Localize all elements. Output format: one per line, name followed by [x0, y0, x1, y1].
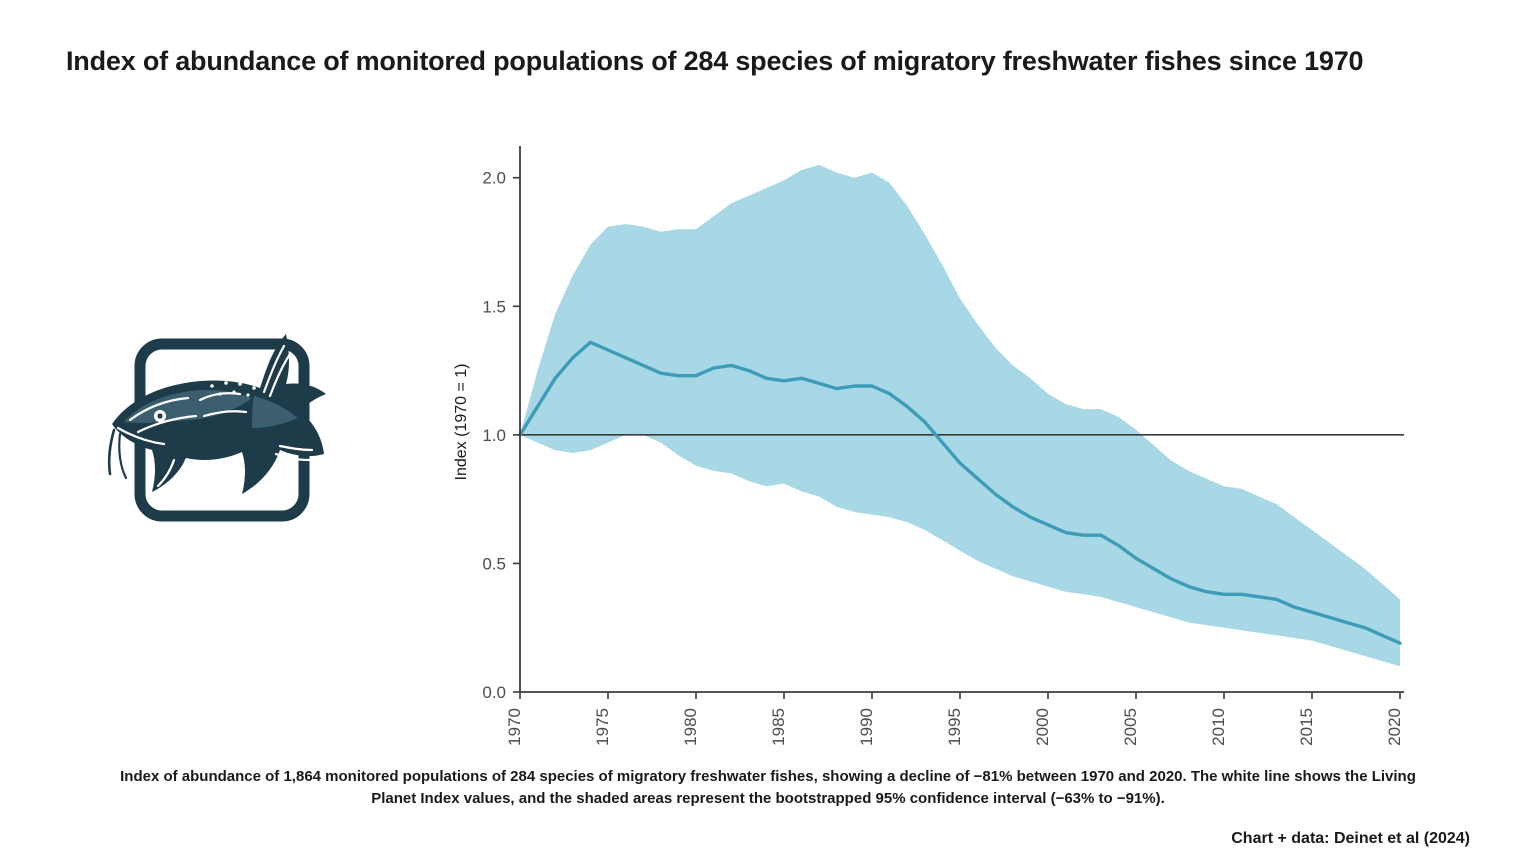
- fish-body: [107, 334, 326, 494]
- y-tick-label: 0.5: [482, 554, 506, 573]
- x-tick-label: 1985: [769, 708, 788, 746]
- x-tick-label: 2010: [1209, 708, 1228, 746]
- x-tick-label: 1975: [593, 708, 612, 746]
- x-tick-label: 1980: [681, 708, 700, 746]
- logo-frame: [134, 338, 310, 522]
- abundance-index-chart: 0.0 0.5 1.0 1.5 2.0 1970 1975 1980 1985 1990 1995…: [440, 120, 1440, 760]
- y-axis-title: Index (1970 = 1): [453, 364, 470, 481]
- confidence-band: [520, 164, 1400, 667]
- y-tick-label: 1.0: [482, 426, 506, 445]
- page-title: Index of abundance of monitored populati…: [66, 46, 1364, 76]
- x-tick-label: 1995: [945, 708, 964, 746]
- x-tick-label: 2015: [1297, 708, 1316, 746]
- x-axis: 1970 1975 1980 1985 1990 1995 2000 2005 2010 2015…: [505, 691, 1404, 746]
- index-line: [518, 340, 1402, 645]
- chart-caption: Index of abundance of 1,864 monitored po…: [120, 768, 1416, 807]
- x-tick-label: 1970: [505, 708, 524, 746]
- y-tick-label: 2.0: [482, 169, 506, 188]
- y-axis: 0.0 0.5 1.0 1.5 2.0: [482, 146, 521, 702]
- y-tick-label: 0.0: [482, 683, 506, 702]
- x-tick-label: 2005: [1121, 708, 1140, 746]
- chart-credit: Chart + data: Deinet et al (2024): [1231, 830, 1470, 847]
- y-tick-label: 1.5: [482, 297, 506, 316]
- x-tick-label: 1990: [857, 708, 876, 746]
- y-axis-title-text: Index (1970 = 1): [453, 364, 470, 481]
- migratory-fish-logo: [104, 312, 340, 548]
- x-tick-label: 2020: [1385, 708, 1404, 746]
- x-tick-label: 2000: [1033, 708, 1052, 746]
